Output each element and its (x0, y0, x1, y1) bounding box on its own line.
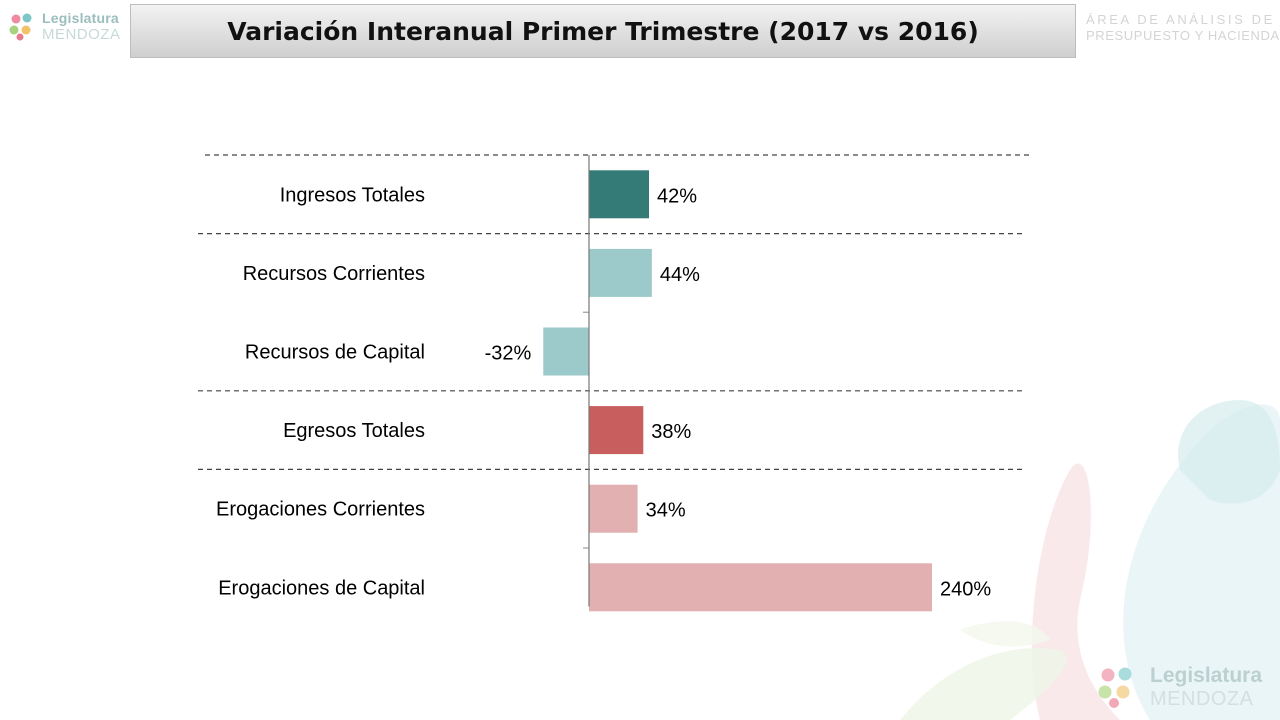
area-label-line2: PRESUPUESTO Y HACIENDA (1086, 28, 1280, 43)
legislatura-logo-icon (9, 13, 32, 41)
data-label: -32% (485, 343, 532, 365)
category-label: Recursos Corrientes (243, 263, 425, 285)
page-title: Variación Interanual Primer Trimestre (2… (227, 16, 979, 46)
category-label: Egresos Totales (283, 420, 425, 442)
bar (589, 248, 652, 297)
category-label: Recursos de Capital (245, 342, 425, 364)
area-label-line1: ÁREA DE ANÁLISIS DE (1086, 12, 1275, 27)
data-label: 34% (646, 500, 686, 522)
title-bar: Variación Interanual Primer Trimestre (2… (130, 4, 1076, 58)
bar (589, 170, 650, 219)
logo-top-left: Legislatura MENDOZA (6, 6, 126, 46)
bar (589, 563, 932, 612)
bar (543, 327, 589, 376)
legislatura-logo-icon (1098, 667, 1132, 708)
category-label: Erogaciones Corrientes (216, 499, 425, 521)
data-label: 42% (657, 185, 697, 207)
category-label: Ingresos Totales (280, 184, 425, 206)
logo-top-line2: MENDOZA (42, 26, 121, 43)
logo-bottom-line1: Legislatura (1150, 664, 1263, 687)
data-label: 44% (660, 264, 700, 286)
data-label: 38% (651, 421, 691, 443)
logo-top-line1: Legislatura (42, 10, 119, 26)
logo-bottom-right: Legislatura MENDOZA (1094, 660, 1264, 716)
data-label: 240% (940, 578, 991, 600)
area-label: ÁREA DE ANÁLISIS DE PRESUPUESTO Y HACIEN… (1086, 12, 1280, 44)
logo-bottom-line2: MENDOZA (1150, 688, 1254, 710)
bar (589, 484, 638, 533)
category-label: Erogaciones de Capital (218, 577, 425, 599)
bar (589, 406, 644, 455)
